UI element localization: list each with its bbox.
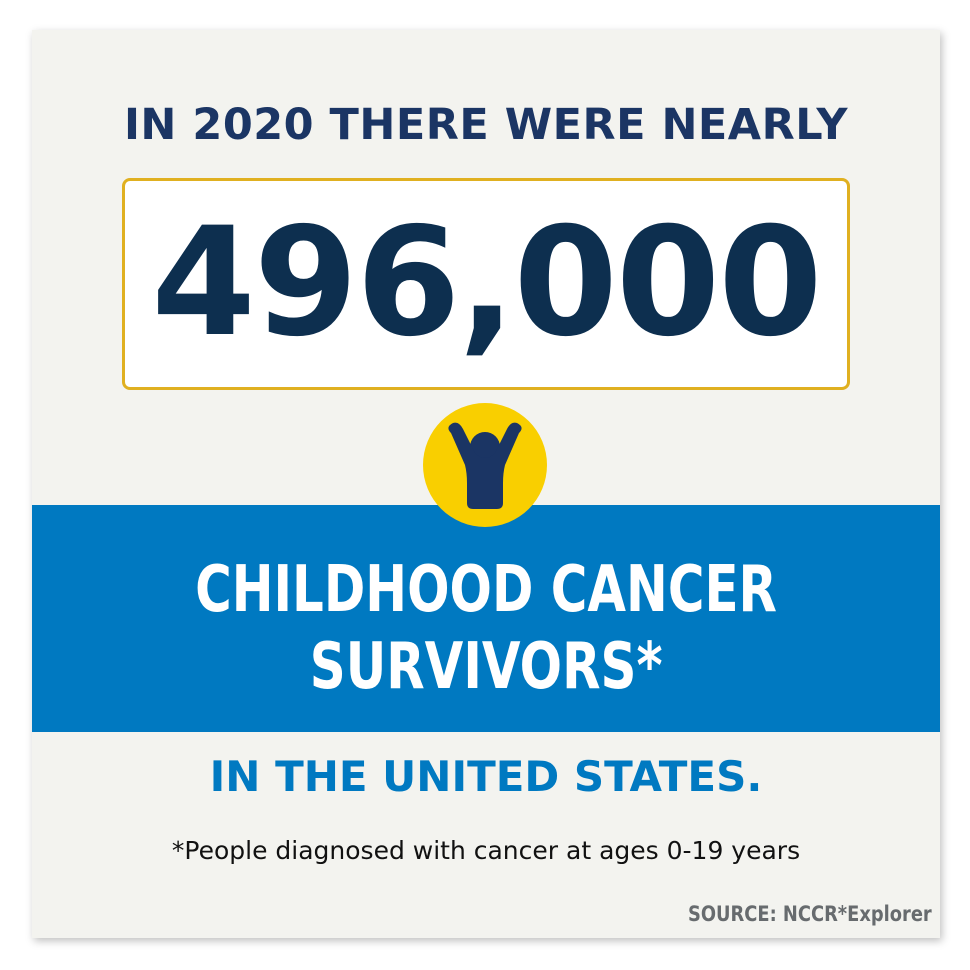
infographic-card: IN 2020 THERE WERE NEARLY 496,000 CHILDH… [32,30,940,938]
footnote: *People diagnosed with cancer at ages 0-… [171,836,801,865]
survivor-count: 496,000 [151,196,822,370]
band-line-1: CHILDHOOD CANCER [195,553,777,627]
subheadline: IN THE UNITED STATES. [209,752,763,801]
blue-band: CHILDHOOD CANCER SURVIVORS* [32,505,940,732]
source-credit: SOURCE: NCCR*Explorer [688,902,932,926]
number-box: 496,000 [122,178,850,390]
band-line-2: SURVIVORS* [309,630,663,704]
person-arms-raised-icon [423,403,547,527]
headline: IN 2020 THERE WERE NEARLY [123,100,849,150]
